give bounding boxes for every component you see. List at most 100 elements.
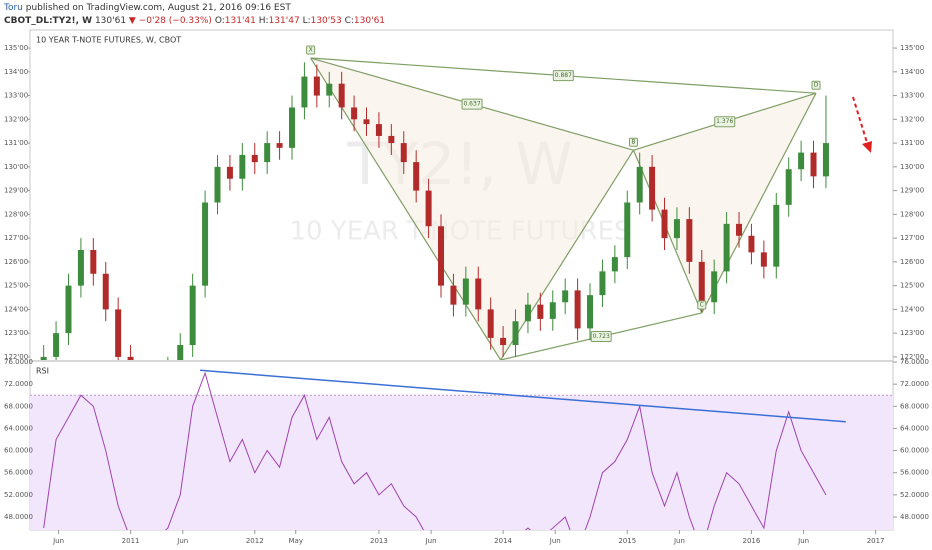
y-tick-label: 133'00 — [4, 92, 28, 100]
candle-body — [301, 76, 308, 108]
y-tick-label: 60.0000 — [4, 447, 33, 455]
point-box — [811, 80, 821, 90]
candle-body — [77, 250, 84, 286]
candle-body — [127, 356, 134, 360]
candle-body — [276, 143, 283, 148]
point-label: X — [309, 47, 313, 54]
y-tick-label: 48.0000 — [900, 513, 929, 521]
symbol-line: CBOT_DL:TY2!, W 130'61 ▼ −0'28 (−0.33%) … — [4, 16, 385, 26]
candle-body — [313, 76, 320, 96]
trendline — [200, 369, 846, 423]
rsi-lines — [43, 369, 846, 530]
candle-body — [90, 250, 97, 274]
y-tick-label: 56.0000 — [4, 469, 33, 477]
candle-body — [65, 285, 72, 334]
y-tick-label: 132'00 — [900, 115, 924, 123]
symbol: CBOT_DL:TY2!, W — [4, 16, 92, 26]
ratio-box — [590, 330, 612, 342]
y-tick-label: 123'00 — [4, 329, 28, 337]
y-tick-label: 125'00 — [4, 282, 28, 290]
y-tick-label: 135'00 — [4, 44, 28, 52]
price-pane: TY2!, W10 YEAR T-NOTE FUTURES10 YEAR T-N… — [4, 36, 924, 361]
author[interactable]: Toru — [3, 3, 23, 13]
candle-body — [549, 302, 556, 319]
last-price: 130'61 — [95, 16, 126, 26]
x-tick-label: 2014 — [494, 537, 512, 545]
x-tick-label: 2012 — [246, 537, 264, 545]
candles — [40, 57, 829, 360]
candle-body — [587, 295, 594, 329]
candle-body — [698, 261, 705, 303]
ohlc-value: 131'47 — [269, 16, 300, 26]
y-tick-label: 133'00 — [900, 92, 924, 100]
candle-body — [748, 235, 755, 253]
candle-body — [574, 290, 581, 329]
y-tick-label: 124'00 — [900, 305, 924, 313]
header-line: Toru published on TradingView.com, Augus… — [3, 3, 291, 13]
pane-title: RSI — [36, 367, 49, 376]
x-tick-label: Jun — [425, 537, 437, 545]
y-tick-label: 122'00 — [900, 353, 924, 361]
candle-body — [562, 290, 569, 303]
pattern-leg — [500, 149, 634, 360]
rsi-pane: RSI 48.0000 48.0000 52.0000 52.0000 56.0000 56… — [4, 358, 929, 545]
candle-body — [599, 271, 606, 296]
y-tick-label: 126'00 — [900, 258, 924, 266]
y-tick-label: 56.0000 — [900, 469, 929, 477]
ratio-label: 0.637 — [463, 101, 480, 108]
y-tick-label: 131'00 — [4, 139, 28, 147]
candle-body — [363, 119, 370, 125]
y-tick-label: 60.0000 — [900, 447, 929, 455]
y-tick-label: 127'00 — [4, 234, 28, 242]
published: published on TradingView.com, August 21,… — [26, 3, 292, 13]
ohlc-key: O: — [215, 16, 225, 26]
overbought-zone — [30, 395, 893, 530]
candle-body — [487, 309, 494, 338]
candle-body — [40, 356, 47, 360]
chart-title: 10 YEAR T-NOTE FUTURES, W, CBOT — [36, 36, 181, 45]
point-box — [306, 45, 316, 55]
point-box — [628, 137, 638, 147]
candle-body — [375, 124, 382, 136]
x-tick-label: 2015 — [618, 537, 636, 545]
candle-body — [822, 143, 829, 177]
ratio-label: 0.887 — [555, 72, 572, 79]
candle-body — [462, 278, 469, 305]
y-tick-label: 72.0000 — [4, 380, 33, 388]
candle-body — [388, 135, 395, 144]
y-tick-label: 122'00 — [4, 353, 28, 361]
candle-body — [289, 107, 296, 148]
y-tick-label: 64.0000 — [4, 424, 33, 432]
ratio-label: 1.376 — [716, 118, 733, 125]
candle-body — [723, 223, 730, 272]
candle-body — [611, 257, 618, 272]
point-label: B — [631, 139, 635, 146]
candle-body — [798, 152, 805, 170]
x-tick-label: Jun — [797, 537, 809, 545]
ohlc-key: L: — [303, 16, 311, 26]
candle-body — [475, 278, 482, 310]
y-tick-label: 64.0000 — [900, 424, 929, 432]
y-tick-label: 76.0000 — [4, 358, 33, 366]
candle-body — [624, 202, 631, 258]
y-tick-label: 124'00 — [4, 305, 28, 313]
y-tick-label: 126'00 — [4, 258, 28, 266]
rsi-line — [43, 371, 827, 530]
candle-body — [537, 304, 544, 319]
y-tick-label: 134'00 — [4, 68, 28, 76]
candle-body — [673, 219, 680, 239]
x-tick-label: Jun — [549, 537, 561, 545]
y-tick-label: 129'00 — [4, 187, 28, 195]
ohlc-value: 130'53 — [311, 16, 342, 26]
y-tick-label: 134'00 — [900, 68, 924, 76]
ratio-box — [714, 116, 736, 128]
y-tick-label: 132'00 — [4, 115, 28, 123]
x-tick-label: Jun — [52, 537, 64, 545]
pattern-leg — [701, 92, 817, 314]
candle-body — [686, 219, 693, 262]
candle-body — [810, 152, 817, 177]
x-tick-label: May — [288, 537, 302, 545]
ohlc-value: 131'41 — [225, 16, 256, 26]
point-label: C — [700, 301, 704, 308]
